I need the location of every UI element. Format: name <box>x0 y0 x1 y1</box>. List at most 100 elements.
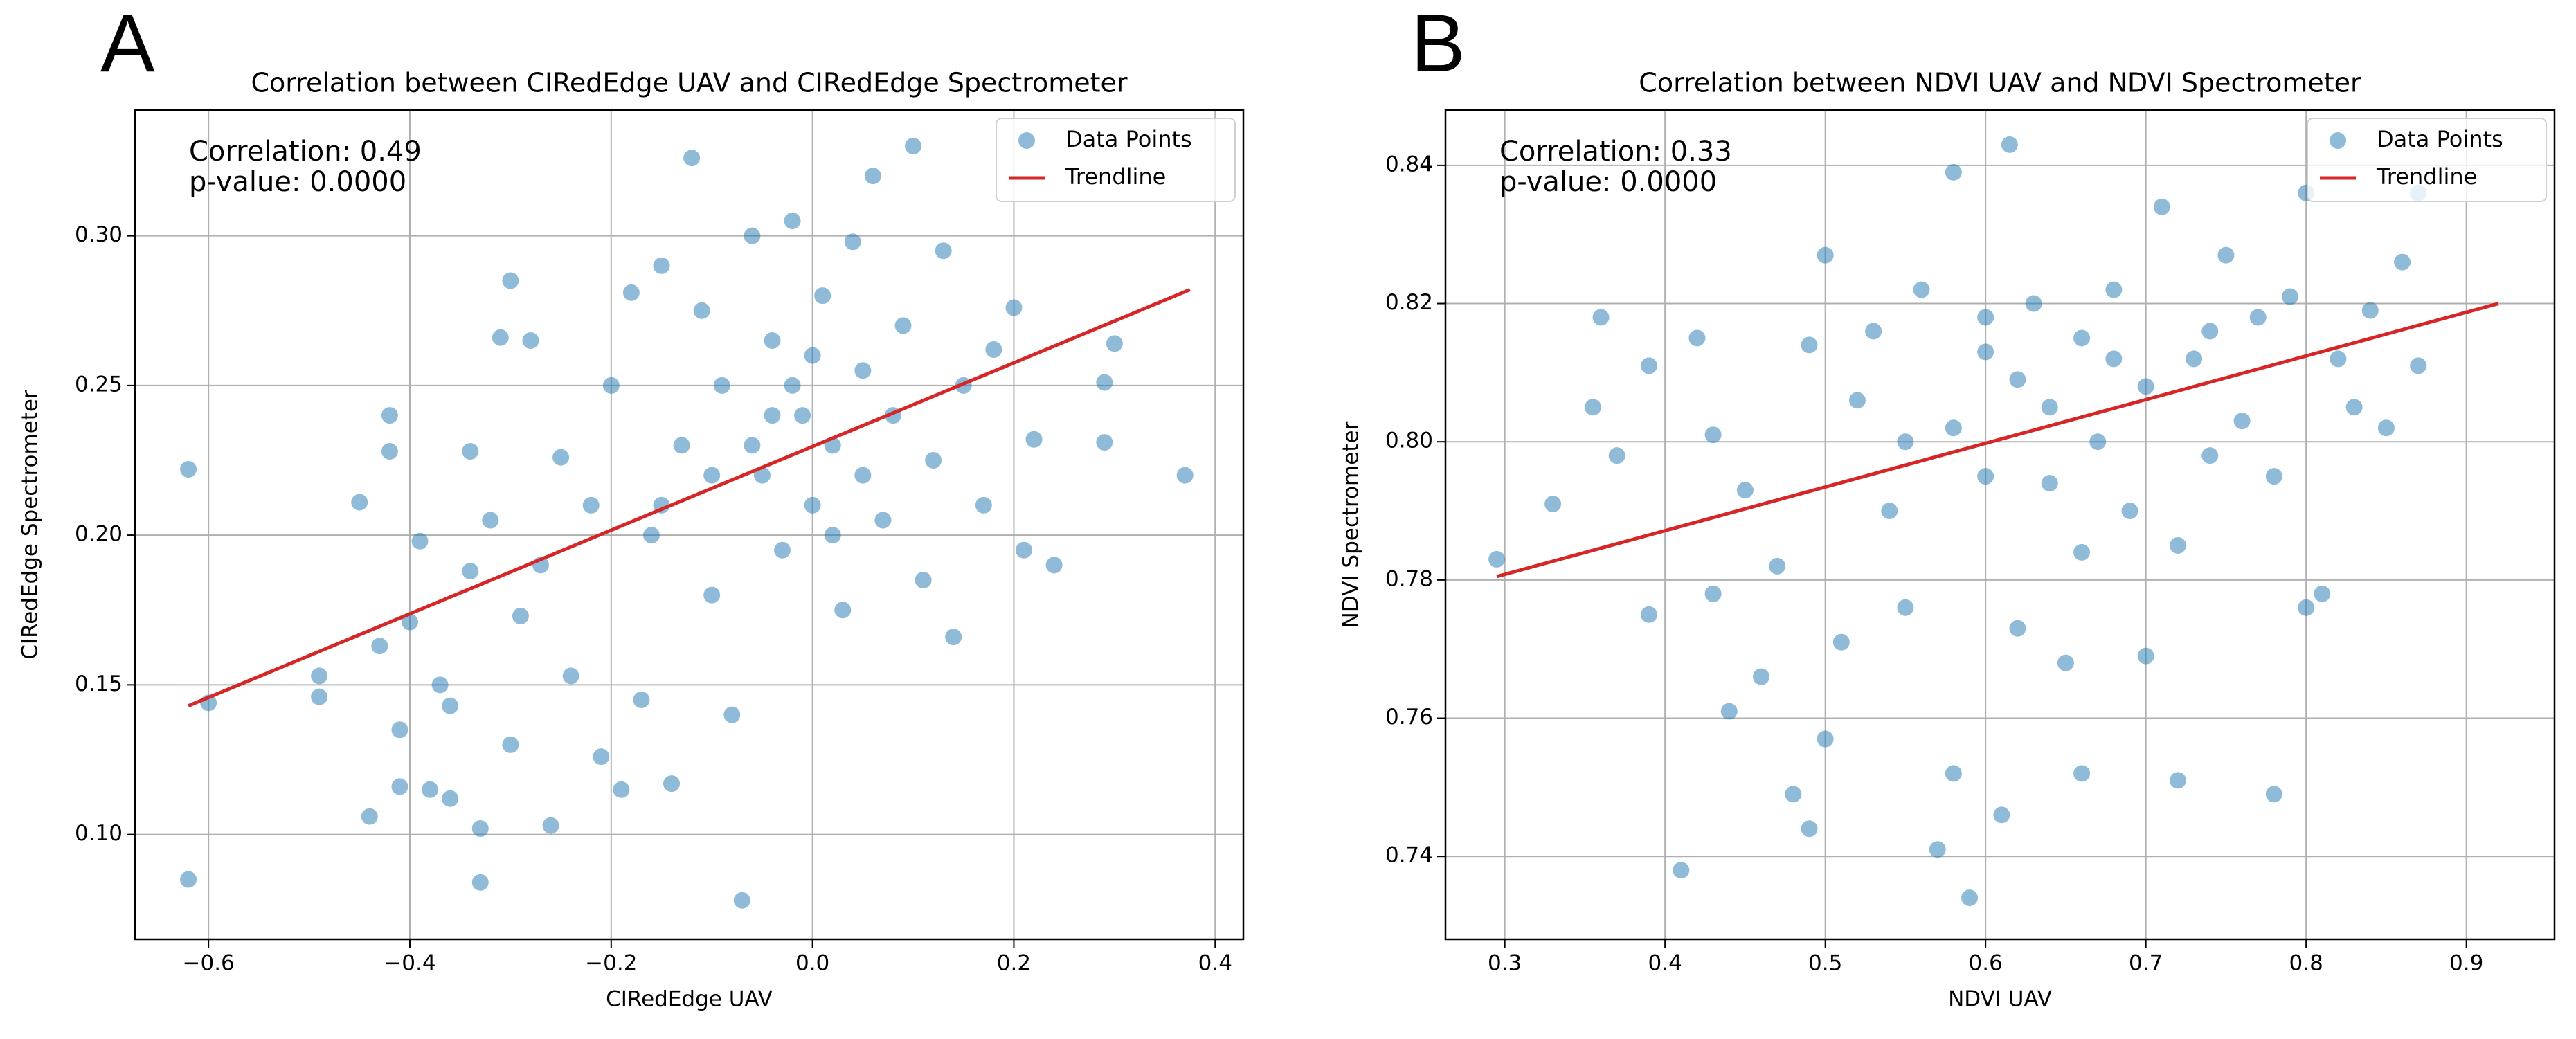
data-point <box>442 790 459 807</box>
data-point <box>2217 246 2235 264</box>
axes-frame <box>134 109 1245 941</box>
data-point <box>1801 336 1818 354</box>
data-point <box>411 532 429 550</box>
data-point <box>764 407 781 424</box>
x-tick-label: 0.3 <box>1488 951 1522 976</box>
data-point <box>1801 820 1818 838</box>
data-point <box>2009 620 2026 637</box>
data-point <box>1096 434 1113 451</box>
x-axis-label: CIRedEdge UAV <box>606 987 773 1012</box>
x-axis-label: NDVI UAV <box>1948 987 2052 1012</box>
data-point <box>784 213 801 230</box>
data-point <box>2377 419 2395 437</box>
data-point <box>522 332 539 350</box>
y-tick-label: 0.20 <box>75 522 123 547</box>
data-point <box>2073 543 2091 561</box>
data-point <box>512 607 529 624</box>
data-point <box>1592 309 1610 326</box>
data-point <box>854 362 872 379</box>
legend-label: Trendline <box>1065 163 1166 190</box>
data-point <box>1897 433 1914 451</box>
data-point <box>2265 468 2282 485</box>
data-point <box>794 407 811 424</box>
data-point <box>471 820 489 837</box>
data-point <box>723 706 741 723</box>
x-tick-label: 0.7 <box>2129 951 2163 976</box>
x-tick-label: −0.6 <box>183 951 235 976</box>
data-point <box>1945 765 1962 782</box>
annotation: p-value: 0.0000 <box>1499 166 1717 198</box>
data-point <box>1881 503 1898 520</box>
data-point <box>945 629 962 646</box>
x-tick-label: 0.0 <box>795 951 829 976</box>
x-tick-label: 0.5 <box>1808 951 1842 976</box>
data-point <box>2041 399 2058 416</box>
data-point <box>562 667 579 685</box>
data-point <box>1753 668 1770 685</box>
data-point <box>2137 647 2154 665</box>
data-point <box>1865 323 1882 340</box>
y-tick-label: 0.84 <box>1385 152 1433 177</box>
data-point <box>2410 357 2427 374</box>
y-tick-label: 0.74 <box>1385 843 1433 868</box>
data-point <box>1848 392 1866 409</box>
data-point <box>502 272 519 289</box>
data-point <box>2282 288 2299 305</box>
data-point <box>915 572 932 589</box>
data-point <box>673 437 690 454</box>
data-point <box>2314 585 2331 602</box>
legend-marker <box>1018 132 1035 149</box>
data-point <box>1785 786 1802 803</box>
data-point <box>1977 309 1994 326</box>
data-point <box>1832 633 1850 651</box>
data-point <box>442 697 459 714</box>
data-point <box>703 467 721 484</box>
legend-label: Data Points <box>2377 126 2503 152</box>
y-tick-label: 0.76 <box>1385 705 1433 730</box>
data-point <box>2001 136 2018 153</box>
data-point <box>663 775 681 793</box>
data-point <box>2394 253 2411 271</box>
data-point <box>1945 419 1962 437</box>
x-tick-label: −0.2 <box>585 951 637 976</box>
data-point <box>391 778 408 795</box>
data-point <box>2041 475 2058 492</box>
data-point <box>552 449 570 466</box>
x-tick-label: −0.4 <box>384 951 435 976</box>
data-point <box>602 377 620 394</box>
y-tick-label: 0.80 <box>1385 428 1433 453</box>
data-point <box>462 443 479 460</box>
data-point <box>542 817 559 834</box>
data-point <box>1977 468 1994 485</box>
plot-area <box>180 137 1194 909</box>
data-point <box>703 586 721 604</box>
data-point <box>582 496 600 514</box>
data-point <box>180 460 197 478</box>
data-point <box>824 527 841 544</box>
data-point <box>905 137 922 154</box>
trendline <box>1496 302 2499 579</box>
y-axis-label: CIRedEdge Spectrometer <box>18 390 43 660</box>
data-point <box>2025 295 2042 312</box>
data-point <box>2186 350 2203 368</box>
data-point <box>1673 862 1690 879</box>
data-point <box>1704 585 1722 602</box>
x-tick-label: 0.9 <box>2449 951 2483 976</box>
data-point <box>925 452 942 469</box>
data-point <box>2137 378 2154 395</box>
data-point <box>1736 482 1754 499</box>
data-point <box>492 329 509 346</box>
data-point <box>764 332 781 350</box>
data-point <box>1025 431 1043 448</box>
data-point <box>471 874 489 891</box>
data-point <box>804 347 821 364</box>
data-point <box>1817 246 1834 264</box>
data-point <box>1641 606 1658 623</box>
data-point <box>1704 426 1722 444</box>
data-point <box>2089 433 2107 451</box>
data-point <box>502 736 519 753</box>
data-point <box>462 563 479 580</box>
data-point <box>2249 309 2267 326</box>
data-point <box>2153 198 2170 215</box>
chart-title: Correlation between CIRedEdge UAV and CI… <box>251 68 1127 98</box>
